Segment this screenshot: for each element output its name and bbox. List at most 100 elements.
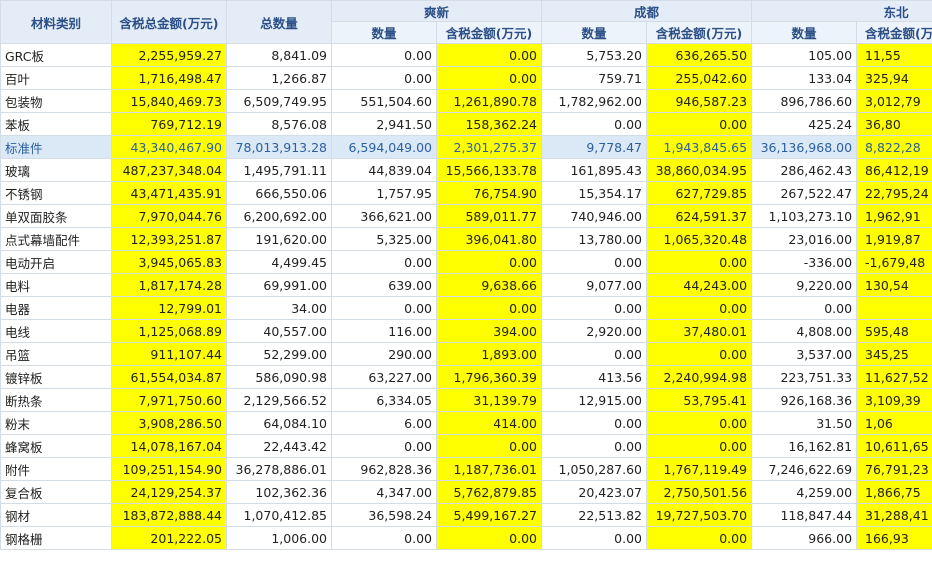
cell-region-1-qty: 44,839.04	[331, 158, 437, 182]
cell-region-2-qty: 759.71	[541, 66, 648, 90]
cell-region-1-amount: 0.00	[435, 66, 543, 90]
col-header-region-3-amount[interactable]: 含税金额(万元)	[856, 21, 932, 44]
cell-total-qty: 1,266.87	[226, 66, 332, 90]
cell-region-2-qty: 22,513.82	[541, 503, 648, 527]
table-row[interactable]: 不锈钢 43,471,435.91 666,550.06 1,757.95 76,754…	[0, 181, 932, 205]
cell-region-1-qty: 0.00	[331, 296, 437, 320]
table-row[interactable]: 粉末 3,908,286.50 64,084.10 6.00 414.00 0.00 0.0…	[0, 411, 932, 435]
col-header-total-amount[interactable]: 含税总金额(万元)	[111, 0, 227, 44]
cell-region-1-amount: 394.00	[435, 319, 543, 343]
cell-region-2-amount: 636,265.50	[646, 43, 753, 67]
cell-region-2-amount: 2,240,994.98	[646, 365, 753, 389]
cell-total-amount: 201,222.05	[111, 526, 227, 550]
cell-region-3-amount: 76,791,23	[856, 457, 932, 481]
table-body: GRC板 2,255,959.27 8,841.09 0.00 0.00 5,753.20…	[0, 43, 932, 550]
cell-region-2-qty: 15,354.17	[541, 181, 648, 205]
cell-region-3-qty: 0.00	[751, 296, 858, 320]
cell-region-1-amount: 9,638.66	[435, 273, 543, 297]
cell-total-qty: 191,620.00	[226, 227, 332, 251]
cell-total-qty: 52,299.00	[226, 342, 332, 366]
cell-region-1-qty: 0.00	[331, 434, 437, 458]
cell-total-amount: 1,125,068.89	[111, 319, 227, 343]
cell-region-1-amount: 1,796,360.39	[435, 365, 543, 389]
cell-region-3-qty: 133.04	[751, 66, 858, 90]
col-header-material-type[interactable]: 材料类别	[0, 0, 112, 44]
cell-material-name: 玻璃	[0, 158, 112, 182]
cell-total-amount: 487,237,348.04	[111, 158, 227, 182]
table-row[interactable]: 苯板 769,712.19 8,576.08 2,941.50 158,362.24 0.…	[0, 112, 932, 136]
table-row[interactable]: 蜂窝板 14,078,167.04 22,443.42 0.00 0.00 0.00 0.0…	[0, 434, 932, 458]
cell-region-3-amount: 3,012,79	[856, 89, 932, 113]
table-row[interactable]: 钢格栅 201,222.05 1,006.00 0.00 0.00 0.00 0.00 966…	[0, 526, 932, 550]
table-row[interactable]: 包装物 15,840,469.73 6,509,749.95 551,504.60 1,…	[0, 89, 932, 113]
cell-region-1-amount: 1,893.00	[435, 342, 543, 366]
cell-total-amount: 3,908,286.50	[111, 411, 227, 435]
col-header-region-2-qty[interactable]: 数量	[541, 21, 648, 44]
cell-region-3-amount: 345,25	[856, 342, 932, 366]
cell-region-2-amount: 0.00	[646, 342, 753, 366]
cell-region-2-qty: 0.00	[541, 112, 648, 136]
cell-total-qty: 8,841.09	[226, 43, 332, 67]
cell-region-2-amount: 1,943,845.65	[646, 135, 753, 159]
table-row[interactable]: 百叶 1,716,498.47 1,266.87 0.00 0.00 759.71 255,…	[0, 66, 932, 90]
col-header-region-2[interactable]: 成都	[541, 0, 753, 22]
cell-region-3-amount: 1,06	[856, 411, 932, 435]
cell-region-2-amount: 627,729.85	[646, 181, 753, 205]
cell-total-qty: 1,495,791.11	[226, 158, 332, 182]
cell-region-1-qty: 63,227.00	[331, 365, 437, 389]
table-row[interactable]: 单双面胶条 7,970,044.76 6,200,692.00 366,621.00 5…	[0, 204, 932, 228]
cell-total-amount: 15,840,469.73	[111, 89, 227, 113]
cell-region-3-amount: 325,94	[856, 66, 932, 90]
cell-total-amount: 24,129,254.37	[111, 480, 227, 504]
cell-region-3-amount: 130,54	[856, 273, 932, 297]
cell-region-3-amount: 1,866,75	[856, 480, 932, 504]
table-row[interactable]: 复合板 24,129,254.37 102,362.36 4,347.00 5,762,…	[0, 480, 932, 504]
table-row[interactable]: 吊篮 911,107.44 52,299.00 290.00 1,893.00 0.00 0…	[0, 342, 932, 366]
table-row[interactable]: 玻璃 487,237,348.04 1,495,791.11 44,839.04 15,…	[0, 158, 932, 182]
cell-region-1-qty: 0.00	[331, 250, 437, 274]
cell-total-amount: 43,471,435.91	[111, 181, 227, 205]
cell-total-qty: 78,013,913.28	[226, 135, 332, 159]
table-row[interactable]: 钢材 183,872,888.44 1,070,412.85 36,598.24 5,4…	[0, 503, 932, 527]
cell-material-name: 包装物	[0, 89, 112, 113]
table-row[interactable]: 电线 1,125,068.89 40,557.00 116.00 394.00 2,920…	[0, 319, 932, 343]
table-row[interactable]: 标准件 43,340,467.90 78,013,913.28 6,594,049.0…	[0, 135, 932, 159]
cell-total-amount: 1,817,174.28	[111, 273, 227, 297]
cell-region-3-amount	[856, 296, 932, 320]
cell-region-1-amount: 76,754.90	[435, 181, 543, 205]
cell-region-1-qty: 2,941.50	[331, 112, 437, 136]
table-row[interactable]: 断热条 7,971,750.60 2,129,566.52 6,334.05 31,13…	[0, 388, 932, 412]
cell-total-amount: 769,712.19	[111, 112, 227, 136]
col-header-region-1-amount[interactable]: 含税金额(万元)	[435, 21, 543, 44]
cell-region-3-qty: 223,751.33	[751, 365, 858, 389]
table-row[interactable]: 电动开启 3,945,065.83 4,499.45 0.00 0.00 0.00 0.00…	[0, 250, 932, 274]
table-row[interactable]: 点式幕墙配件 12,393,251.87 191,620.00 5,325.00 396…	[0, 227, 932, 251]
cell-total-amount: 14,078,167.04	[111, 434, 227, 458]
col-header-region-3[interactable]: 东北	[751, 0, 932, 22]
table-row[interactable]: 附件 109,251,154.90 36,278,886.01 962,828.36 1…	[0, 457, 932, 481]
col-header-region-1-qty[interactable]: 数量	[331, 21, 437, 44]
cell-material-name: 苯板	[0, 112, 112, 136]
cell-region-2-qty: 1,782,962.00	[541, 89, 648, 113]
cell-region-2-amount: 255,042.60	[646, 66, 753, 90]
cell-total-qty: 6,509,749.95	[226, 89, 332, 113]
col-header-region-1[interactable]: 爽新	[330, 0, 543, 22]
col-header-region-2-amount[interactable]: 含税金额(万元)	[646, 21, 753, 44]
cell-region-2-amount: 1,065,320.48	[646, 227, 753, 251]
col-header-region-3-qty[interactable]: 数量	[751, 21, 858, 44]
table-row[interactable]: GRC板 2,255,959.27 8,841.09 0.00 0.00 5,753.20…	[0, 43, 932, 67]
col-header-total-qty[interactable]: 总数量	[226, 0, 332, 44]
cell-region-2-amount: 0.00	[646, 526, 753, 550]
table-row[interactable]: 电器 12,799.01 34.00 0.00 0.00 0.00 0.00 0.00	[0, 296, 932, 320]
cell-region-1-amount: 0.00	[435, 434, 543, 458]
cell-total-amount: 109,251,154.90	[111, 457, 227, 481]
table-row[interactable]: 电料 1,817,174.28 69,991.00 639.00 9,638.66 9,0…	[0, 273, 932, 297]
table-row[interactable]: 镀锌板 61,554,034.87 586,090.98 63,227.00 1,796…	[0, 365, 932, 389]
cell-region-1-amount: 0.00	[435, 296, 543, 320]
cell-region-3-qty: 31.50	[751, 411, 858, 435]
cell-material-name: 粉末	[0, 411, 112, 435]
cell-region-1-qty: 116.00	[331, 319, 437, 343]
cell-region-3-amount: 36,80	[856, 112, 932, 136]
cell-material-name: 电线	[0, 319, 112, 343]
cell-region-1-qty: 1,757.95	[331, 181, 437, 205]
